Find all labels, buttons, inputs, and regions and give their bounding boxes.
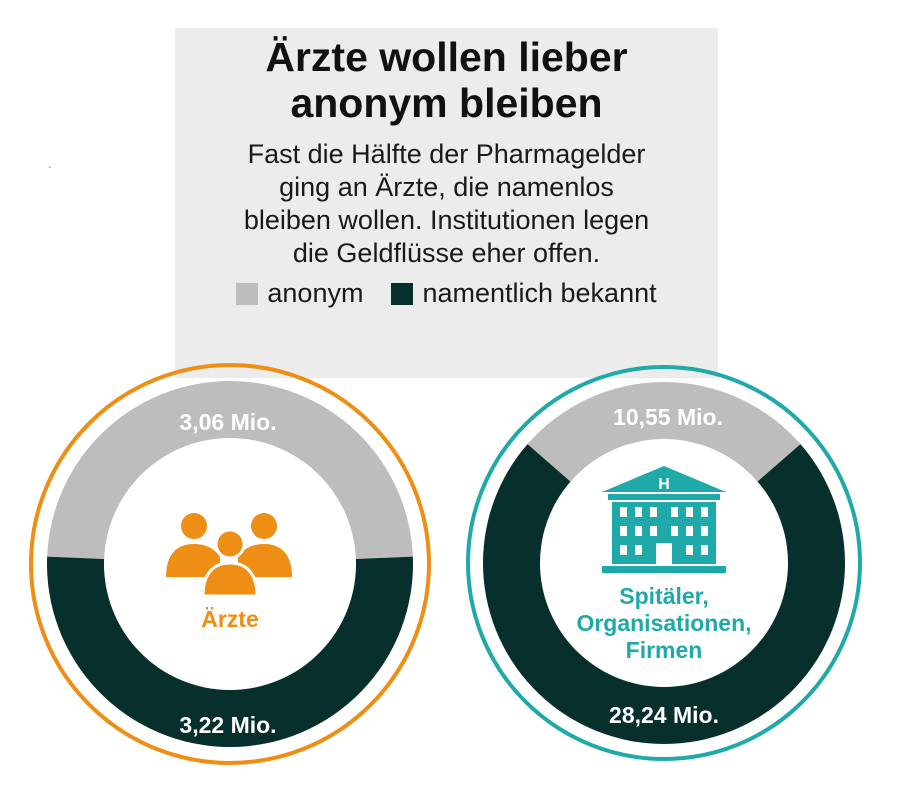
category-label-line: Organisationen, [576,610,751,636]
hospital-building-icon: H [602,466,726,573]
slice-anonym [47,381,413,559]
category-label-aerzte: Ärzte [201,606,259,632]
subtitle-line: Fast die Hälfte der Pharmagelder [247,139,646,169]
chart-title: Ärzte wollen lieber anonym bleiben [175,34,718,126]
stray-mark: ` [48,166,52,177]
legend-item-namentlich: namentlich bekannt [391,278,657,309]
category-label-line: Spitäler, [619,583,708,609]
header-panel [175,28,718,378]
legend-swatch-anonym [236,282,259,305]
title-line-2: anonym bleiben [290,80,603,126]
legend: anonym namentlich bekannt [175,278,718,309]
hospital-sign: H [658,476,670,493]
slice-namentlich [483,444,845,744]
legend-item-anonym: anonym [236,278,363,309]
slice-anonym [527,381,801,482]
chart-subtitle: Fast die Hälfte der Pharmagelder ging an… [175,138,718,270]
value-label-namentlich: 28,24 Mio. [609,702,719,728]
donut-aerzte: 3,06 Mio. 3,22 Mio. Ärzte [29,363,431,765]
value-label-anonym: 3,06 Mio. [179,409,276,435]
title-line-1: Ärzte wollen lieber [265,34,628,80]
subtitle-line: bleiben wollen. Institutionen legen [243,205,650,235]
legend-swatch-namentlich [391,282,414,305]
subtitle-line: die Geldflüsse eher offen. [292,238,601,268]
legend-label-anonym: anonym [267,278,364,308]
donut-outer-ring [466,365,862,761]
donut-outer-ring [29,363,431,765]
value-label-anonym: 10,55 Mio. [613,404,723,430]
donut-institutionen: 10,55 Mio. 28,24 Mio. H [466,365,862,761]
value-label-namentlich: 3,22 Mio. [179,712,276,738]
legend-label-namentlich: namentlich bekannt [422,278,657,308]
slice-namentlich [46,556,414,747]
people-group-icon [166,513,292,598]
subtitle-line: ging an Ärzte, die namenlos [279,172,614,202]
category-label-line: Firmen [626,637,703,663]
